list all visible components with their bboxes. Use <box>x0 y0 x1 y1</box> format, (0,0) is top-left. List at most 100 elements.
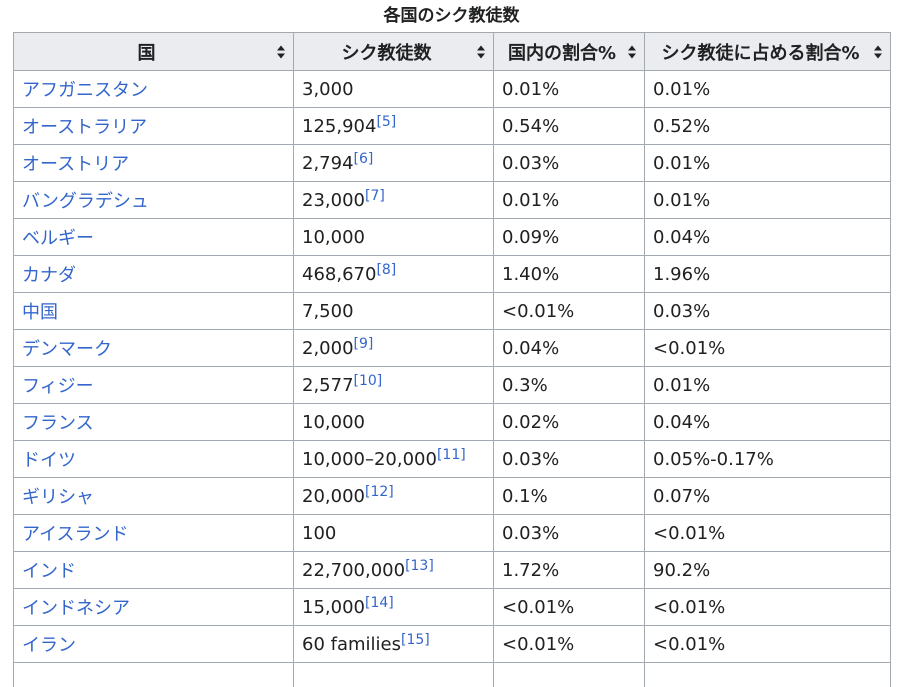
table-row: アフガニスタン 3,000 0.01% 0.01% <box>13 70 891 108</box>
column-header-label: 国内の割合% <box>507 42 617 64</box>
reference-superscript: [15] <box>401 632 430 648</box>
table-row: バングラデシュ 23,000[7] 0.01% 0.01% <box>13 181 891 219</box>
column-header-sikh-population[interactable]: シク教徒数 <box>293 32 494 71</box>
cell-national-share: 0.03% <box>493 144 645 182</box>
cell-country: アイスランド <box>13 514 294 552</box>
table-caption: 各国のシク教徒数 <box>383 6 520 26</box>
table-row: デンマーク 2,000[9] 0.04% <0.01% <box>13 329 891 367</box>
cell-national-share: 0.04% <box>493 329 645 367</box>
cell-country: インドネシア <box>13 588 294 626</box>
cell-national-share: 0.1% <box>493 477 645 515</box>
reference-superscript: [9] <box>354 336 374 352</box>
reference-link[interactable]: [13] <box>405 557 434 574</box>
country-link[interactable]: デンマーク <box>22 339 112 360</box>
reference-link[interactable]: [5] <box>376 113 397 130</box>
cell-sikh-population: 2,794[6] <box>293 144 494 182</box>
population-value: 10,000 <box>302 226 365 248</box>
reference-superscript: [7] <box>365 188 385 204</box>
reference-superscript: [10] <box>354 373 383 389</box>
cell-country: カナダ <box>13 255 294 293</box>
cell-country: アフガニスタン <box>13 70 294 108</box>
sort-icon[interactable] <box>874 45 883 58</box>
cell-sikh-share: <0.01% <box>644 329 891 367</box>
table-row: ドイツ 10,000–20,000[11] 0.03% 0.05%-0.17% <box>13 440 891 478</box>
cell-sikh-population: 3,000 <box>293 70 494 108</box>
cell-sikh-population: 100 <box>293 514 494 552</box>
cell-national-share: 0.03% <box>493 514 645 552</box>
population-value: 2,000 <box>302 337 354 359</box>
cell-national-share: 0.54% <box>493 107 645 145</box>
country-link[interactable]: インド <box>22 561 76 582</box>
sort-icon[interactable] <box>277 45 286 58</box>
country-link[interactable]: カナダ <box>22 265 76 286</box>
cell-sikh-share: 0.03% <box>644 292 891 330</box>
reference-link[interactable]: [12] <box>364 483 394 500</box>
cell-country: フィジー <box>13 366 294 404</box>
population-value: 20,000 <box>302 485 365 507</box>
reference-link[interactable]: [6] <box>353 150 374 167</box>
country-link[interactable]: ギリシャ <box>22 487 94 508</box>
cell-country: デンマーク <box>13 329 294 367</box>
cell-sikh-population: 2,577[10] <box>293 366 494 404</box>
table-row: カナダ 468,670[8] 1.40% 1.96% <box>13 255 891 293</box>
cell-sikh-population: 15,000[14] <box>293 588 494 626</box>
population-value: 125,904 <box>302 115 377 137</box>
country-link[interactable]: フランス <box>22 413 94 434</box>
country-link[interactable]: バングラデシュ <box>22 191 149 212</box>
reference-superscript: [5] <box>376 114 396 130</box>
country-link[interactable]: オーストラリア <box>22 117 148 138</box>
cell-sikh-population: 20,000[12] <box>293 477 494 515</box>
reference-link[interactable]: [8] <box>376 261 397 278</box>
column-header-sikh-share[interactable]: シク教徒に占める割合% <box>644 32 891 71</box>
country-link[interactable]: ドイツ <box>22 450 76 471</box>
reference-link[interactable]: [7] <box>364 187 385 204</box>
reference-link[interactable]: [14] <box>364 594 394 611</box>
country-link[interactable]: アフガニスタン <box>22 80 148 101</box>
cell-sikh-share: 90.2% <box>644 551 891 589</box>
cell-sikh-population: 7,500 <box>293 292 494 330</box>
country-link[interactable]: ベルギー <box>22 228 94 249</box>
reference-link[interactable]: [11] <box>436 446 466 463</box>
reference-link[interactable]: [10] <box>353 372 383 389</box>
reference-link[interactable]: [15] <box>400 631 430 648</box>
cell-country: オーストリア <box>13 144 294 182</box>
cell-country: ギリシャ <box>13 477 294 515</box>
population-value: 10,000 <box>302 411 365 433</box>
cell-country: フランス <box>13 403 294 441</box>
country-link[interactable]: イラン <box>22 635 76 656</box>
population-value: 100 <box>302 522 337 544</box>
cell-national-share: <0.01% <box>493 588 645 626</box>
column-header-national-share[interactable]: 国内の割合% <box>493 32 645 71</box>
population-value: 10,000–20,000 <box>302 448 437 470</box>
country-link[interactable]: インドネシア <box>22 598 130 619</box>
country-link[interactable]: 中国 <box>22 302 58 323</box>
reference-superscript: [8] <box>376 262 396 278</box>
cell-sikh-share: 0.05%-0.17% <box>644 440 891 478</box>
column-header-label: 国 <box>137 42 156 64</box>
sort-icon[interactable] <box>477 45 486 58</box>
sort-icon[interactable] <box>628 45 637 58</box>
cell-national-share: <0.01% <box>493 292 645 330</box>
population-value: 7,500 <box>302 300 354 322</box>
table-row: アイスランド 100 0.03% <0.01% <box>13 514 891 552</box>
table-row: オーストラリア 125,904[5] 0.54% 0.52% <box>13 107 891 145</box>
cell-national-share: 0.03% <box>493 440 645 478</box>
cell-country: バングラデシュ <box>13 181 294 219</box>
column-header-label: シク教徒に占める割合% <box>661 42 860 64</box>
cell-country: インド <box>13 551 294 589</box>
table-row: フランス 10,000 0.02% 0.04% <box>13 403 891 441</box>
cell-sikh-share: 0.07% <box>644 477 891 515</box>
reference-superscript: [13] <box>405 558 434 574</box>
reference-link[interactable]: [9] <box>353 335 374 352</box>
country-link[interactable]: フィジー <box>22 376 94 397</box>
country-link[interactable]: オーストリア <box>22 154 130 175</box>
table-row <box>13 662 891 687</box>
table-row: オーストリア 2,794[6] 0.03% 0.01% <box>13 144 891 182</box>
population-value: 2,577 <box>302 374 354 396</box>
cell-national-share <box>493 662 645 687</box>
country-link[interactable]: アイスランド <box>22 524 129 545</box>
cell-sikh-population: 468,670[8] <box>293 255 494 293</box>
column-header-country[interactable]: 国 <box>13 32 294 71</box>
cell-national-share: 0.3% <box>493 366 645 404</box>
